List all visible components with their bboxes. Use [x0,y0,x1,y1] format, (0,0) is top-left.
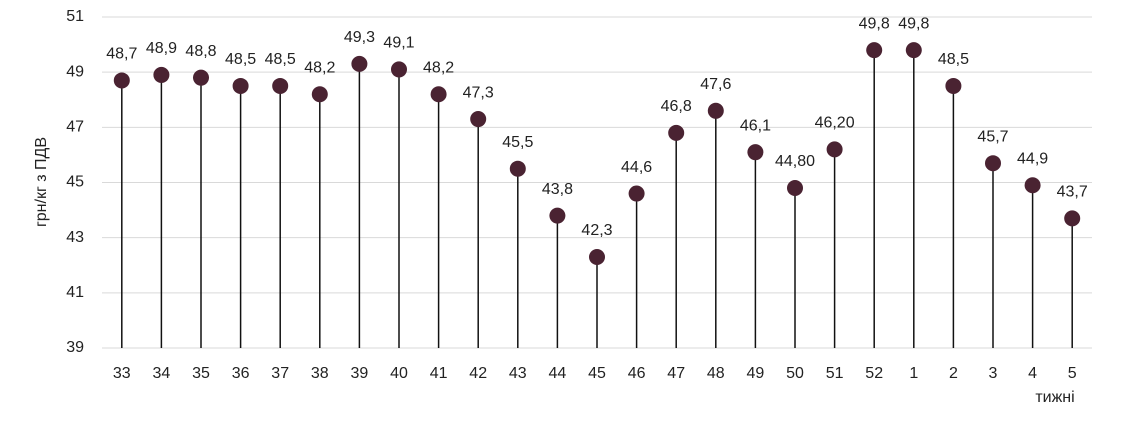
data-label: 48,7 [106,46,137,63]
y-tick-label: 51 [66,8,84,25]
data-label: 46,1 [740,117,771,134]
x-tick-label: 47 [667,365,685,382]
x-tick-label: 38 [311,365,329,382]
x-tick-label: 45 [588,365,606,382]
x-tick-label: 44 [549,365,567,382]
marker [589,248,605,265]
data-label: 43,8 [542,181,573,198]
x-tick-label: 43 [509,365,527,382]
marker [509,160,526,177]
data-label: 49,8 [859,15,890,32]
x-tick-label: 36 [232,365,250,382]
marker [153,66,170,83]
x-tick-label: 49 [747,365,765,382]
x-tick-label: 48 [707,365,725,382]
marker [747,144,764,161]
data-label: 45,7 [977,128,1008,145]
data-label: 48,5 [265,51,296,68]
x-tick-label: 50 [786,365,804,382]
data-label: 44,6 [621,159,652,176]
x-axis-label: тижні [1035,389,1074,406]
x-tick-label: 4 [1028,365,1037,382]
marker [905,42,922,59]
marker [391,61,407,78]
x-tick-label: 52 [865,365,883,382]
data-label: 49,8 [898,15,929,32]
marker [866,42,883,59]
marker [351,55,368,72]
data-label: 44,9 [1017,150,1048,167]
data-label: 44,80 [775,153,815,170]
x-tick-label: 42 [469,365,487,382]
data-label: 46,20 [815,115,855,132]
y-axis-label: грн/кг з ПДВ [33,137,50,227]
y-tick-label: 41 [66,284,84,301]
marker [1064,210,1081,227]
x-tick-label: 51 [826,365,844,382]
data-label: 48,9 [146,40,177,57]
y-tick-label: 47 [66,119,84,136]
y-tick-label: 45 [66,174,84,191]
y-tick-label: 39 [66,339,84,356]
marker [945,77,962,94]
x-tick-label: 39 [351,365,369,382]
data-label: 48,2 [423,59,454,76]
data-label: 48,8 [185,43,216,60]
data-label: 43,7 [1057,184,1088,201]
x-tick-label: 2 [949,365,958,382]
marker [311,86,328,103]
marker [113,72,130,89]
y-tick-label: 43 [66,229,84,246]
data-label: 46,8 [661,98,692,115]
x-tick-label: 41 [430,365,448,382]
marker [707,102,724,119]
marker [193,69,209,86]
data-label: 49,3 [344,29,375,46]
x-tick-label: 3 [989,365,998,382]
marker [628,185,645,202]
marker [826,141,843,158]
data-label: 48,5 [225,51,256,68]
x-tick-label: 1 [909,365,918,382]
marker [787,180,803,197]
data-label: 45,5 [502,134,533,151]
x-tick-label: 37 [271,365,289,382]
marker [470,111,487,128]
x-tick-label: 46 [628,365,646,382]
x-tick-label: 35 [192,365,210,382]
marker [668,124,685,141]
data-label: 48,5 [938,51,969,68]
y-tick-label: 49 [66,63,84,80]
data-label: 49,1 [383,35,414,52]
data-label: 47,3 [463,84,494,101]
marker [1024,177,1041,194]
x-tick-label: 5 [1068,365,1077,382]
marker [985,155,1001,172]
data-label: 48,2 [304,59,335,76]
data-label: 42,3 [581,222,612,239]
marker [549,207,566,224]
marker [232,77,249,94]
marker [430,86,447,103]
x-tick-label: 34 [153,365,171,382]
marker [272,77,289,94]
data-label: 47,6 [700,76,731,93]
x-tick-label: 33 [113,365,131,382]
x-tick-label: 40 [390,365,408,382]
